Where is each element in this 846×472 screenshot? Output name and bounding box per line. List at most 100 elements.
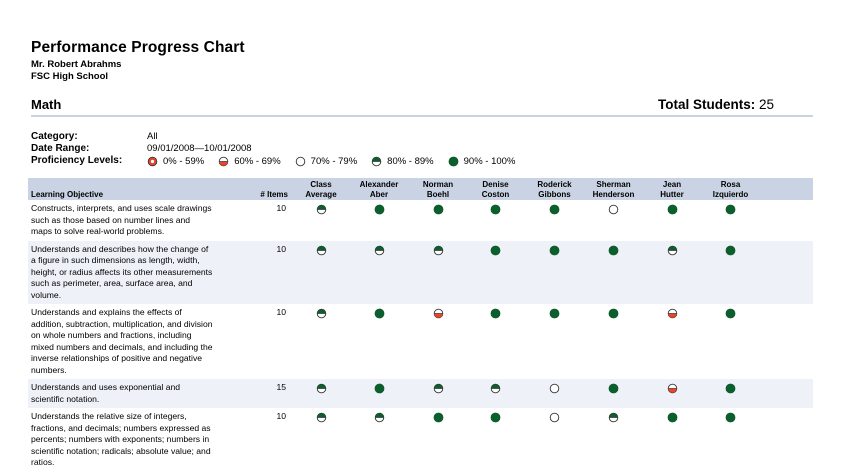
- column-header-line: Sherman: [596, 180, 631, 189]
- level-90-100-icon: [549, 245, 560, 256]
- category-value: All: [147, 131, 158, 142]
- level-80-89-icon: [667, 245, 678, 256]
- column-header-line: Roderick: [537, 180, 572, 189]
- proficiency-cell: [408, 240, 468, 304]
- proficiency-cell: [408, 379, 468, 408]
- proficiency-cell: [586, 200, 641, 241]
- level-90-100-icon: [549, 308, 560, 319]
- level-90-100-icon: [725, 204, 736, 215]
- level-90-100-icon: [374, 308, 385, 319]
- level-0-59-icon: [147, 156, 158, 167]
- report-title: Performance Progress Chart: [31, 39, 245, 56]
- level-90-100-icon: [549, 204, 560, 215]
- level-80-89-icon: [374, 245, 385, 256]
- proficiency-cell: [408, 200, 468, 241]
- proficiency-cell: [523, 240, 586, 304]
- level-60-69-icon: [433, 308, 444, 319]
- objective-text-line: percents; numbers with exponents; number…: [31, 434, 210, 444]
- level-80-89-icon: [371, 156, 382, 167]
- objective-text-line: such as perimeter, area, surface area, a…: [31, 278, 193, 288]
- level-90-100-icon: [374, 383, 385, 394]
- objective-text-line: inverse relationships of positive and ne…: [31, 353, 203, 363]
- item-count: 10: [243, 240, 292, 304]
- proficiency-cell: [523, 379, 586, 408]
- level-80-89-icon: [316, 383, 327, 394]
- legend-label: 60% - 69%: [234, 156, 281, 167]
- column-header-line: Average: [305, 189, 337, 199]
- proficiency-cell: [292, 408, 350, 472]
- level-70-79-icon: [549, 412, 560, 423]
- table-row: Understands the relative size of integer…: [28, 408, 813, 472]
- school-name: FSC High School: [31, 71, 109, 82]
- objective-text-line: scientific notation.: [31, 393, 100, 404]
- proficiency-cell: [350, 200, 408, 241]
- legend-item: 80% - 89%: [371, 156, 434, 167]
- level-80-89-icon: [316, 412, 327, 423]
- level-90-100-icon: [490, 308, 501, 319]
- table-header-row: Learning Objective # Items Class Average A…: [28, 178, 813, 200]
- level-80-89-icon: [433, 245, 444, 256]
- objective-text-line: ratios.: [31, 457, 55, 467]
- level-90-100-icon: [725, 245, 736, 256]
- proficiency-cell: [586, 379, 641, 408]
- teacher-name: Mr. Robert Abrahms: [31, 59, 122, 70]
- learning-objective: Constructs, interprets, and uses scale d…: [28, 200, 243, 241]
- legend-label: 70% - 79%: [310, 156, 358, 167]
- level-80-89-icon: [374, 412, 385, 423]
- column-header-line: Denise: [482, 180, 509, 189]
- proficiency-levels-label: Proficiency Levels:: [31, 155, 123, 166]
- proficiency-cell: [703, 379, 758, 408]
- student-column-header: Denise Coston: [468, 178, 523, 200]
- legend-item: 90% - 100%: [448, 156, 515, 167]
- student-column-header: Norman Boehl: [408, 178, 468, 200]
- proficiency-cell: [703, 200, 758, 241]
- objective-text-line: a figure in such dimensions as length, w…: [31, 255, 200, 265]
- proficiency-cell: [408, 408, 468, 472]
- column-header-line: Alexander: [359, 180, 399, 189]
- proficiency-cell: [292, 379, 350, 408]
- total-students-label: Total Students:: [657, 97, 756, 112]
- level-90-100-icon: [374, 204, 385, 215]
- level-90-100-icon: [433, 204, 444, 215]
- table-row: Understands and describes how the change…: [28, 240, 813, 304]
- legend-item: 70% - 79%: [295, 156, 357, 167]
- proficiency-cell: [350, 408, 408, 472]
- proficiency-cell: [703, 240, 758, 304]
- level-60-69-icon: [667, 308, 678, 319]
- items-column-header: # Items: [243, 178, 292, 200]
- objective-text-line: volume.: [31, 289, 62, 300]
- student-column-header: Class Average: [292, 178, 350, 200]
- level-90-100-icon: [725, 412, 736, 423]
- objective-text-line: Understands and explains the effects of: [31, 307, 182, 317]
- proficiency-cell: [468, 379, 523, 408]
- table-row: Constructs, interprets, and uses scale d…: [28, 200, 813, 241]
- level-90-100-icon: [725, 308, 736, 319]
- proficiency-legend: 0% - 59% 60% - 69% 70% - 79% 80% - 89% 90% -…: [147, 156, 529, 167]
- row-spacer: [758, 200, 813, 241]
- level-90-100-icon: [667, 204, 678, 215]
- level-90-100-icon: [433, 412, 444, 423]
- legend-label: 80% - 89%: [387, 156, 434, 167]
- row-spacer: [758, 379, 813, 408]
- level-90-100-icon: [608, 383, 619, 394]
- column-header-line: Coston: [481, 189, 510, 199]
- student-column-header: Jean Hutter: [641, 178, 703, 200]
- level-80-89-icon: [316, 308, 327, 319]
- learning-objective: Understands and uses exponential and scie…: [28, 379, 243, 408]
- level-80-89-icon: [433, 383, 444, 394]
- proficiency-cell: [468, 200, 523, 241]
- level-70-79-icon: [608, 204, 619, 215]
- objectives-table: Learning Objective # Items Class Average A…: [28, 178, 813, 472]
- level-90-100-icon: [667, 412, 678, 423]
- column-header-line: Hutter: [660, 189, 684, 199]
- proficiency-cell: [468, 304, 523, 379]
- proficiency-cell: [586, 408, 641, 472]
- objective-text-line: numbers.: [31, 364, 67, 375]
- column-header-line: Class: [310, 180, 332, 189]
- proficiency-cell: [292, 240, 350, 304]
- column-header-line: Aber: [369, 189, 389, 199]
- learning-objective: Understands and describes how the change…: [28, 240, 243, 304]
- row-spacer: [758, 408, 813, 472]
- table-row: Understands and uses exponential and scie…: [28, 379, 813, 408]
- level-90-100-icon: [448, 156, 459, 167]
